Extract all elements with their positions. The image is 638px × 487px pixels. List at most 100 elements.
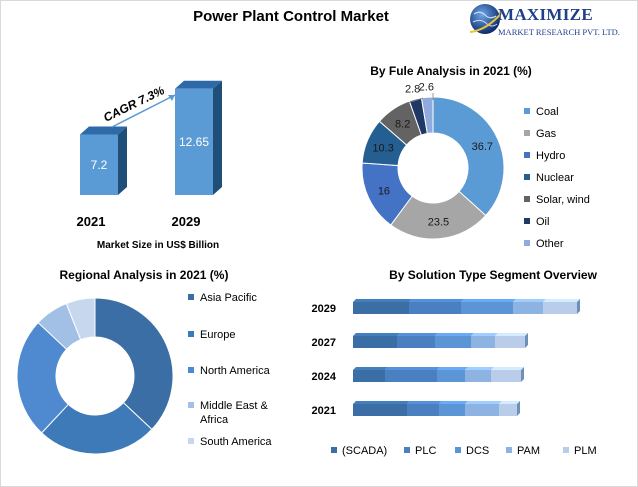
segment-dcs [437, 370, 465, 382]
legend-label: North America [200, 365, 271, 377]
market-size-caption: Market Size in US$ Billion [97, 240, 219, 251]
legend-swatch [524, 196, 530, 202]
legend-label: Coal [536, 106, 559, 118]
slice-value-label: 8.2 [395, 118, 410, 130]
segment-pam [471, 336, 495, 348]
segment-plm [499, 404, 517, 416]
segment-scada [353, 336, 397, 348]
year-label: 2021 [312, 405, 336, 417]
slice-value-label: 2.6 [419, 81, 434, 93]
slice-value-label: 36.7 [472, 141, 493, 153]
legend-swatch [524, 152, 530, 158]
legend-swatch [188, 402, 194, 408]
legend-swatch [188, 438, 194, 444]
segment-top [439, 401, 468, 404]
year-label: 2024 [312, 371, 337, 383]
segment-top [543, 299, 580, 302]
segment-plm [495, 336, 525, 348]
bar-top [80, 126, 127, 135]
bar-end [525, 333, 528, 348]
legend-swatch [188, 294, 194, 300]
bar-value-label: 12.65 [179, 135, 209, 149]
legend-label: Nuclear [536, 172, 574, 184]
legend-label: Gas [536, 128, 557, 140]
segment-plc [385, 370, 437, 382]
segment-top [499, 401, 520, 404]
year-label: 2027 [312, 337, 336, 349]
segment-pam [513, 302, 543, 314]
legend-label: Other [536, 238, 564, 250]
bar-category-label: 2021 [77, 214, 106, 229]
segment-top [353, 367, 388, 370]
bar-top [175, 80, 222, 89]
segment-top [465, 401, 502, 404]
bar-category-label: 2029 [172, 214, 201, 229]
segment-pam [465, 370, 491, 382]
page-title: Power Plant Control Market [193, 8, 389, 25]
solution-chart-title: By Solution Type Segment Overview [389, 268, 597, 282]
company-logo [468, 2, 636, 46]
leader-line [407, 97, 424, 104]
segment-top [385, 367, 440, 370]
legend-swatch [524, 108, 530, 114]
slice-value-label: 10.3 [372, 142, 393, 154]
segment-top [513, 299, 546, 302]
segment-top [471, 333, 498, 336]
segment-top [353, 299, 412, 302]
legend-swatch [404, 447, 410, 453]
bar-end [521, 367, 524, 382]
bar-end [517, 401, 520, 416]
segment-scada [353, 370, 385, 382]
slice-north-america [16, 321, 70, 434]
segment-plc [397, 336, 435, 348]
legend-label: PLC [415, 445, 436, 457]
legend-swatch [524, 130, 530, 136]
slice-europe [40, 401, 153, 455]
logo-tagline: MARKET RESEARCH PVT. LTD. [498, 27, 620, 37]
year-label: 2029 [312, 303, 336, 315]
legend-label: (SCADA) [342, 445, 387, 457]
segment-plm [491, 370, 521, 382]
legend-label: Solar, wind [536, 194, 590, 206]
bar-2021 [80, 134, 118, 195]
regional-chart-title: Regional Analysis in 2021 (%) [60, 268, 229, 282]
segment-scada [353, 404, 407, 416]
segment-top [491, 367, 524, 370]
legend-swatch [563, 447, 569, 453]
segment-top [437, 367, 468, 370]
segment-plc [409, 302, 461, 314]
slice-asia-pacific [94, 297, 174, 431]
bar-2029 [175, 88, 213, 195]
segment-dcs [435, 336, 471, 348]
segment-plm [543, 302, 577, 314]
segment-top [407, 401, 442, 404]
legend-label: Middle East & Africa [200, 400, 269, 426]
legend-label: Hydro [536, 150, 565, 162]
segment-top [495, 333, 528, 336]
segment-top [461, 299, 516, 302]
segment-top [397, 333, 438, 336]
slice-south-america [65, 297, 96, 341]
legend-label: South America [200, 436, 272, 448]
segment-scada [353, 302, 409, 314]
segment-top [409, 299, 464, 302]
bar-side [213, 80, 222, 195]
regional-analysis-chart: Regional Analysis in 2021 (%) Asia Pacif… [16, 268, 272, 455]
slice-value-label: 16 [378, 186, 390, 198]
legend-swatch [524, 240, 530, 246]
bar-value-label: 7.2 [91, 158, 108, 172]
legend-swatch [524, 218, 530, 224]
segment-top [435, 333, 474, 336]
cagr-arrow [111, 94, 176, 128]
segment-pam [465, 404, 499, 416]
legend-label: PLM [574, 445, 597, 457]
legend-swatch [524, 174, 530, 180]
segment-top [353, 401, 410, 404]
legend-swatch [188, 331, 194, 337]
bar-side [118, 126, 127, 195]
segment-plc [407, 404, 439, 416]
legend-swatch [506, 447, 512, 453]
logo-name: MAXIMIZE [498, 5, 593, 24]
